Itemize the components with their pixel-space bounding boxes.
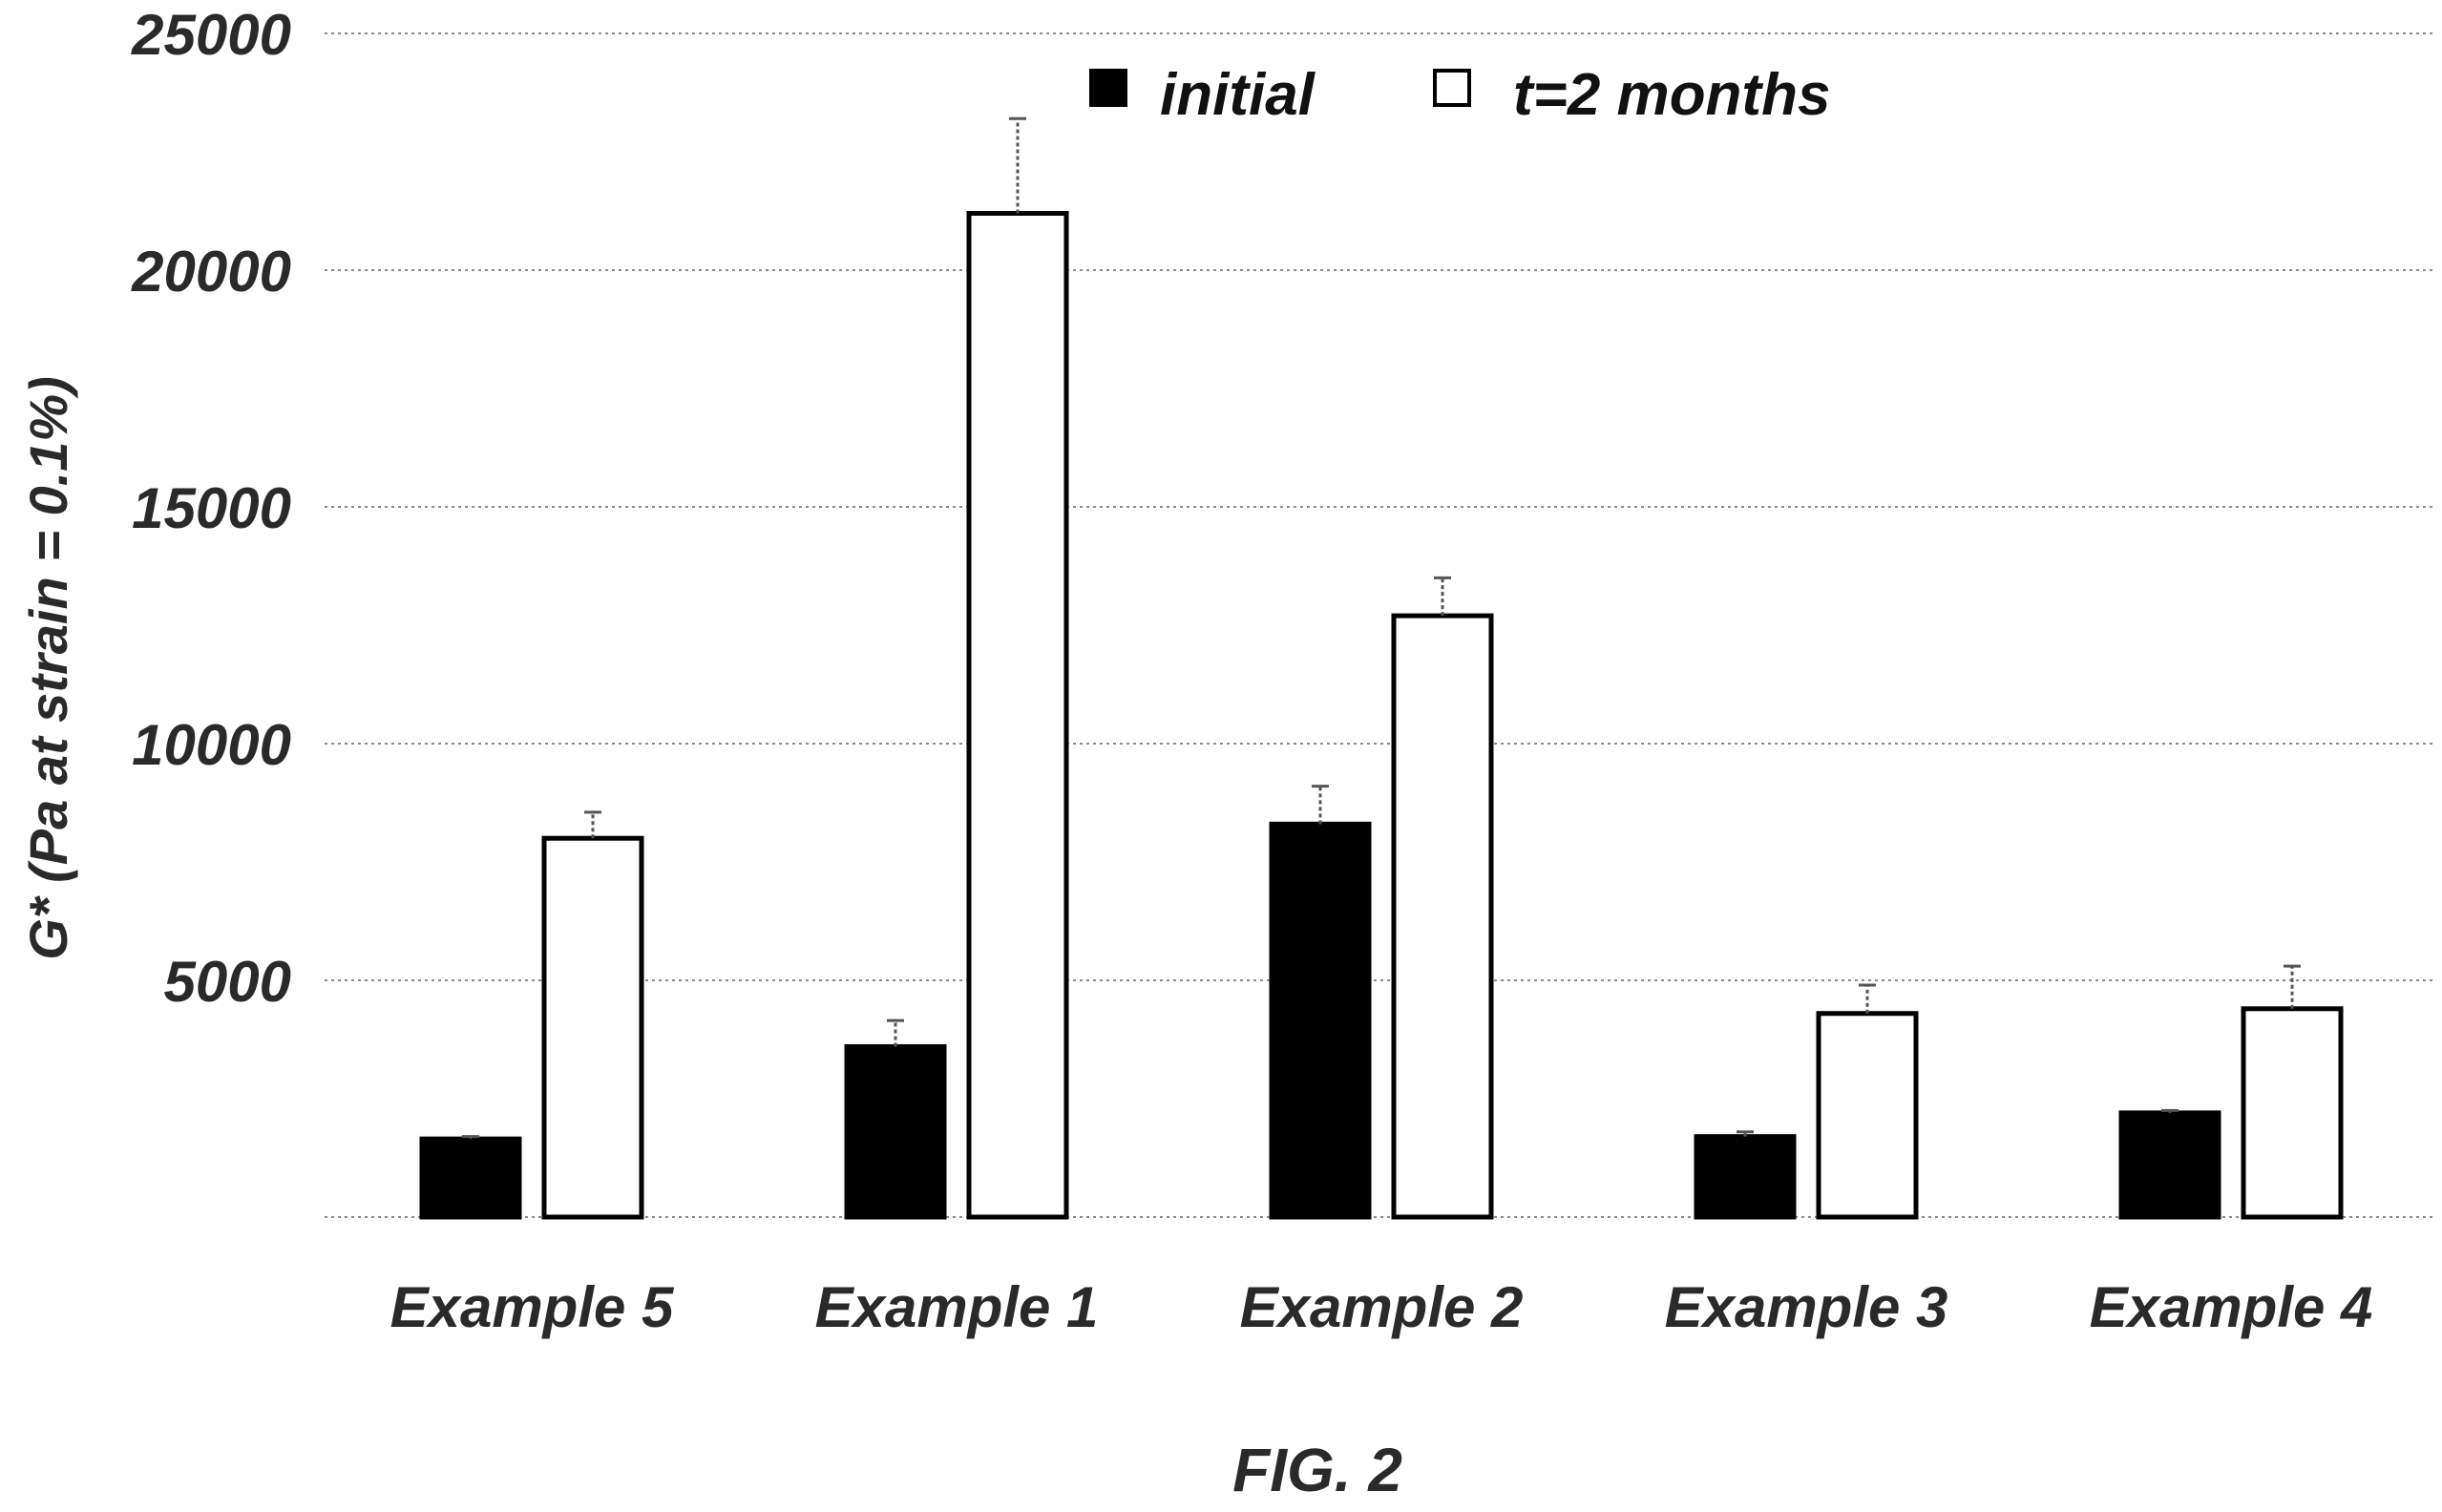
y-tick-label: 20000 <box>131 240 291 304</box>
legend-label-initial: initial <box>1160 62 1316 128</box>
y-tick-label: 25000 <box>131 3 291 67</box>
bars <box>419 116 2344 1220</box>
bar-initial-5 <box>2118 1110 2221 1220</box>
bar-t2months-3 <box>1391 613 1494 1220</box>
bar-initial-2 <box>844 1043 947 1220</box>
bar-t2months-5 <box>2241 1006 2344 1220</box>
y-axis-ticks: 5000 10000 15000 20000 25000 <box>131 3 291 1014</box>
x-category-label: Example 3 <box>1665 1275 1948 1339</box>
y-tick-label: 10000 <box>132 713 291 777</box>
y-tick-label: 15000 <box>132 476 291 540</box>
x-category-label: Example 1 <box>815 1275 1099 1339</box>
x-category-label: Example 5 <box>390 1275 675 1339</box>
bar-t2months-2 <box>966 210 1069 1220</box>
bar-initial-3 <box>1269 821 1372 1220</box>
legend-label-t2months: t=2 months <box>1513 62 1830 128</box>
bar-t2months-1 <box>541 835 644 1220</box>
bar-initial-1 <box>419 1136 522 1220</box>
legend: initial t=2 months <box>1089 62 1830 128</box>
x-axis-categories: Example 5 Example 1 Example 2 Example 3 Exam… <box>390 1275 2373 1339</box>
x-category-label: Example 4 <box>2090 1275 2373 1339</box>
legend-swatch-t2months <box>1433 69 1471 107</box>
y-axis-label: G* (Pa at strain = 0.1%) <box>18 376 78 960</box>
bar-t2months-4 <box>1816 1011 1919 1220</box>
y-tick-label: 5000 <box>164 950 291 1014</box>
x-category-label: Example 2 <box>1240 1275 1524 1339</box>
figure-caption: FIG. 2 <box>1232 1436 1402 1504</box>
bar-initial-4 <box>1694 1134 1797 1220</box>
legend-swatch-initial <box>1089 69 1127 107</box>
gridlines <box>325 32 2434 1218</box>
